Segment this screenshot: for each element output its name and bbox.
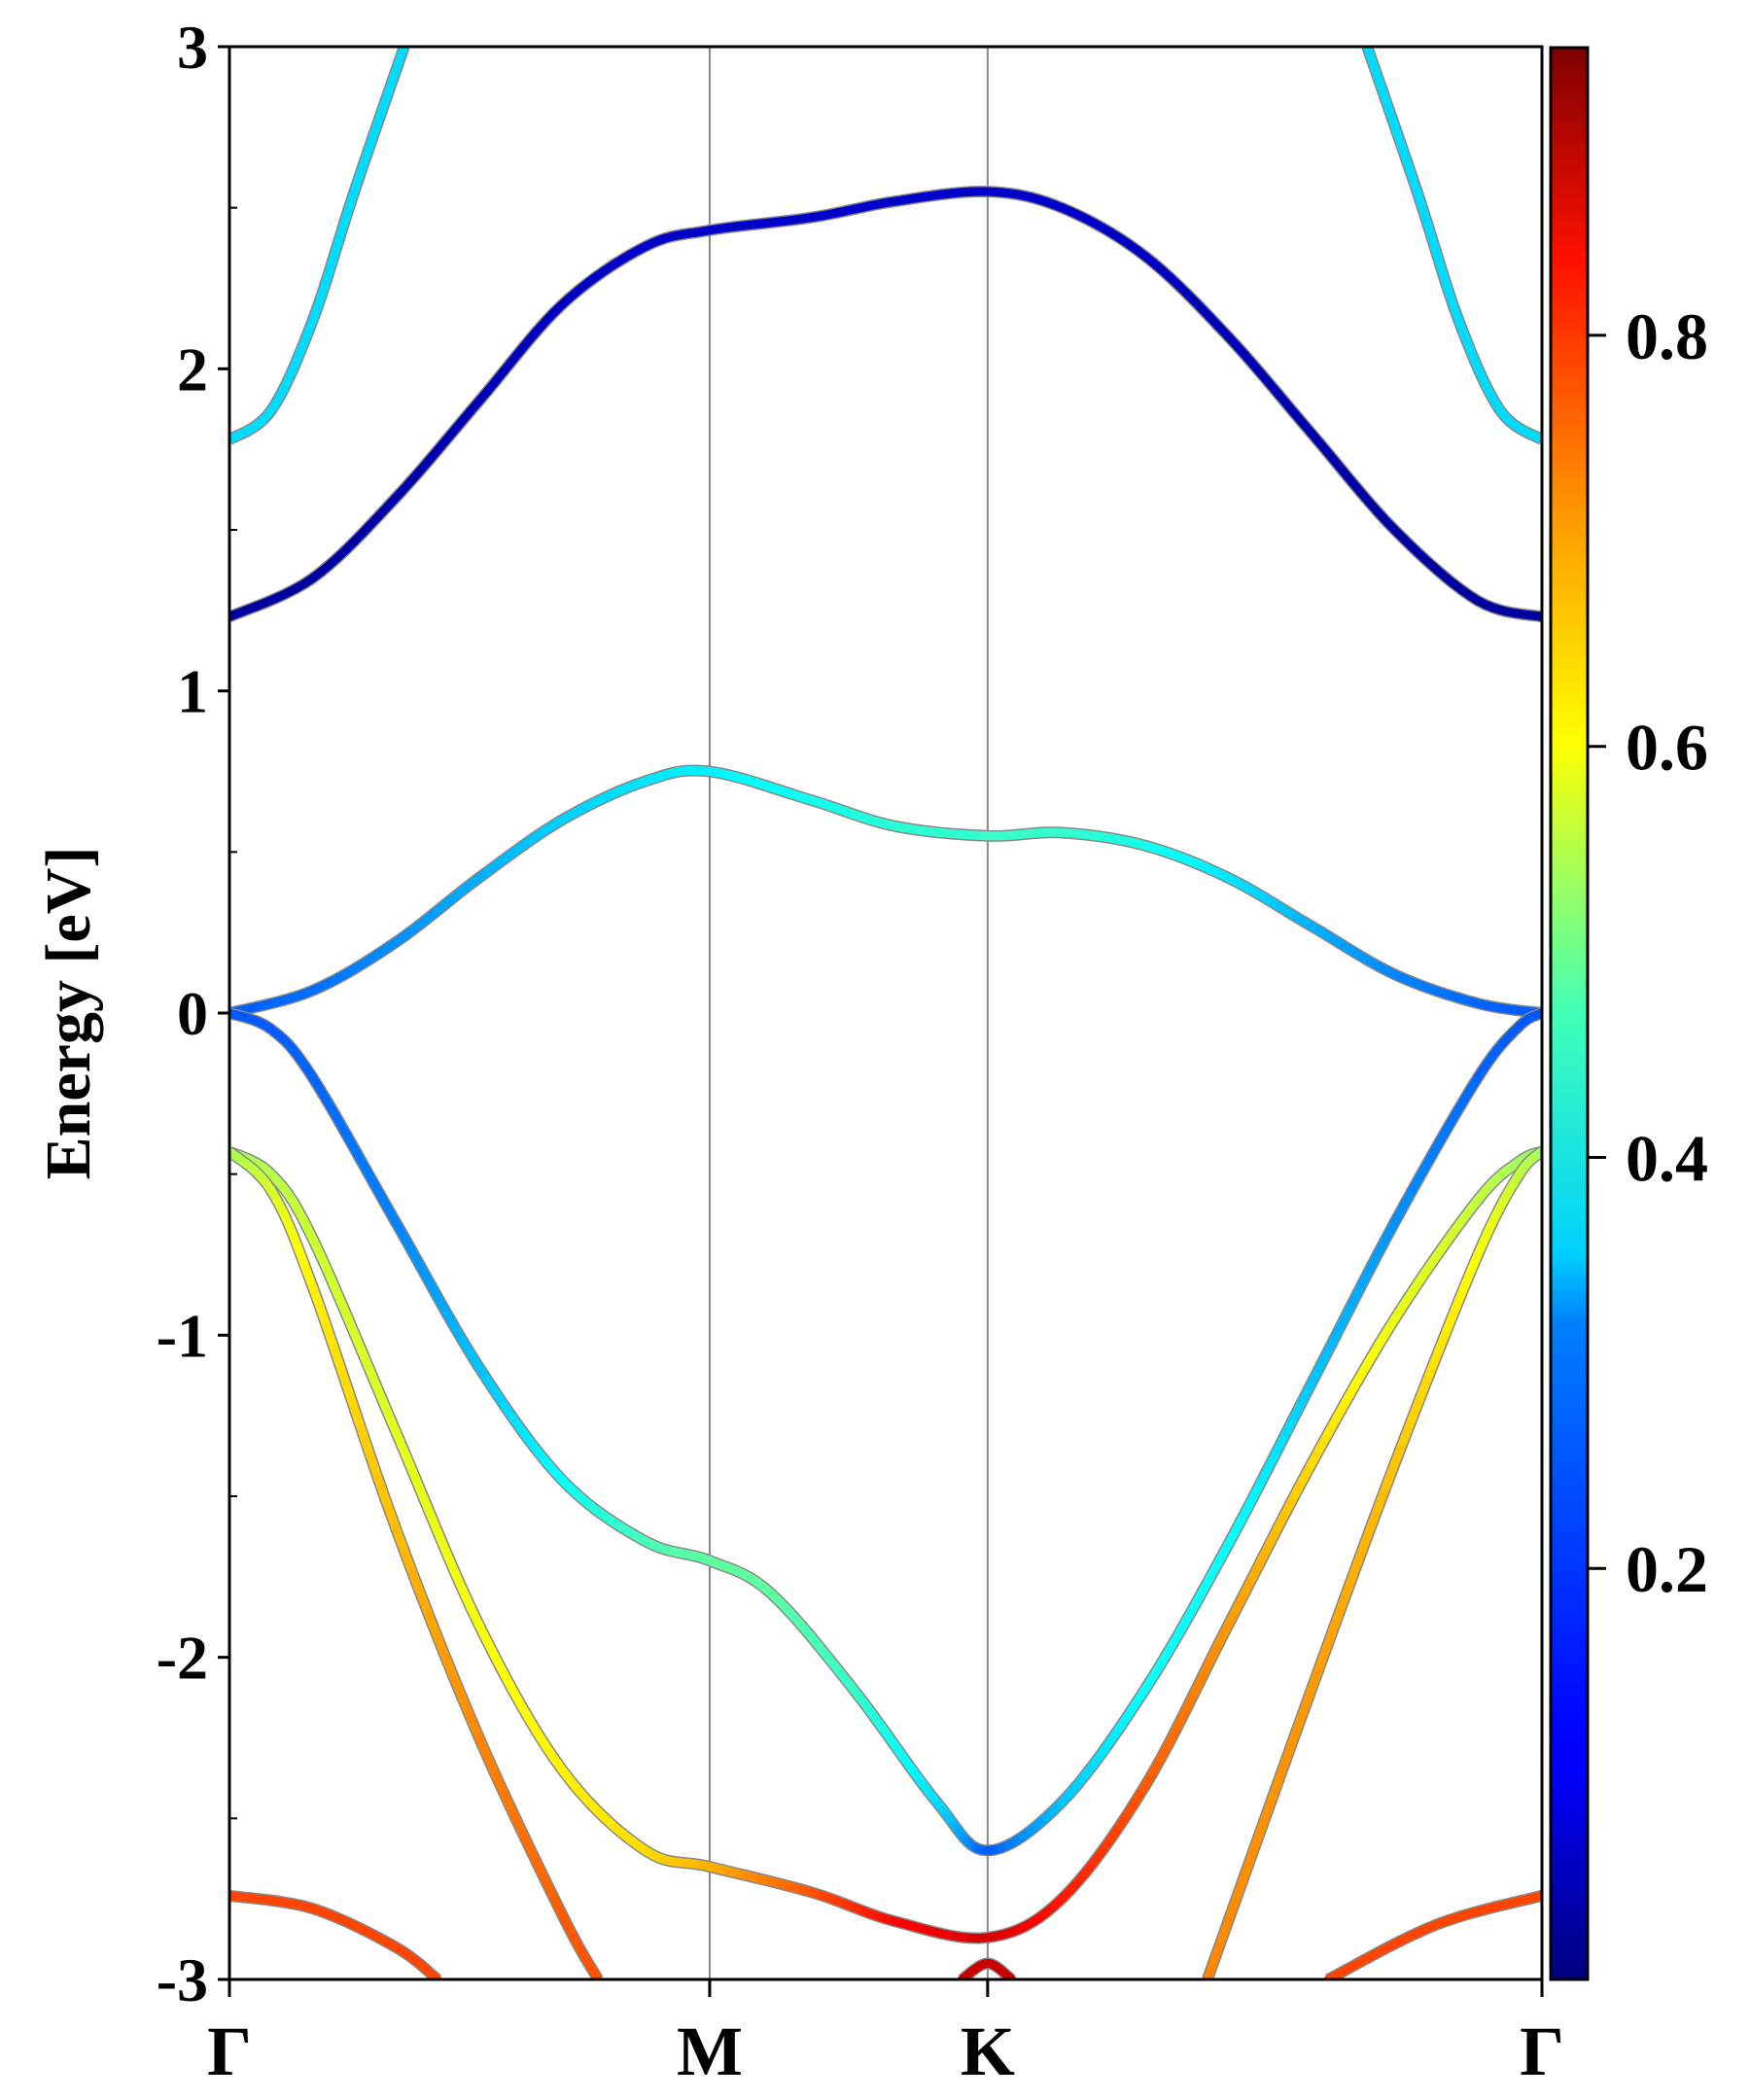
band-segment bbox=[338, 1370, 357, 1406]
band-segment bbox=[1274, 1743, 1295, 1786]
x-tick-label-Γ: Γ bbox=[207, 2012, 252, 2090]
band-segment bbox=[373, 1475, 392, 1510]
band-outline bbox=[229, 1889, 441, 1979]
band-6 bbox=[229, 1146, 604, 1979]
y-tick-label: -2 bbox=[157, 1624, 208, 1693]
band-outline bbox=[229, 185, 1542, 623]
y-tick-label: 0 bbox=[177, 979, 208, 1048]
y-tick-label: -1 bbox=[157, 1301, 208, 1370]
y-tick-label: -3 bbox=[157, 1945, 208, 2014]
band-segment bbox=[347, 1396, 366, 1432]
bands bbox=[229, 47, 1542, 1979]
band-outline bbox=[229, 764, 1542, 1019]
band-3 bbox=[229, 764, 1542, 1019]
colorbar-axis: 0.2 0.4 0.6 0.8 bbox=[1588, 299, 1708, 1606]
y-axis: 3 2 1 0 -1 -2 -3 bbox=[157, 13, 237, 2014]
band-outline bbox=[1361, 47, 1542, 445]
band-segment bbox=[1217, 1907, 1237, 1943]
band-4 bbox=[229, 1007, 1542, 1857]
band-10 bbox=[957, 1957, 1017, 1979]
band-segment bbox=[356, 1422, 374, 1458]
band-segment bbox=[330, 1345, 348, 1380]
band-segment bbox=[1227, 1876, 1247, 1916]
band-2 bbox=[229, 185, 1542, 623]
colorbar-tick-label: 0.4 bbox=[1626, 1121, 1708, 1195]
plot-frame bbox=[228, 45, 1544, 1981]
band-segment bbox=[365, 1449, 383, 1485]
colorbar-tick-label: 0.6 bbox=[1626, 711, 1708, 785]
band-segment bbox=[1249, 1810, 1271, 1853]
band-segment bbox=[1307, 1660, 1325, 1695]
x-tick-label-M: M bbox=[677, 2012, 743, 2090]
band-8 bbox=[229, 1889, 442, 1979]
x-tick-label-Γ: Γ bbox=[1520, 2012, 1564, 2090]
band-9 bbox=[1323, 1890, 1542, 1979]
band-segment bbox=[1238, 1843, 1259, 1886]
y-tick-label: 3 bbox=[177, 13, 208, 82]
band-7 bbox=[1202, 1146, 1542, 1979]
colorbar-tick-label: 0.8 bbox=[1626, 299, 1708, 373]
band-segment bbox=[1285, 1712, 1307, 1753]
y-tick-label: 2 bbox=[177, 334, 208, 403]
band-1 bbox=[1361, 47, 1542, 445]
y-axis-label: Energy [eV] bbox=[33, 847, 104, 1180]
x-tick-label-K: K bbox=[961, 2012, 1015, 2090]
band-segment bbox=[1297, 1685, 1316, 1722]
band-outline bbox=[229, 1007, 1542, 1857]
high-symmetry-lines bbox=[708, 47, 989, 1979]
band-0 bbox=[229, 47, 410, 445]
band-segment bbox=[1261, 1776, 1283, 1820]
colorbar bbox=[1549, 46, 1590, 1981]
band-outline bbox=[229, 47, 410, 445]
y-tick-label: 1 bbox=[177, 657, 208, 726]
colorbar-tick-label: 0.2 bbox=[1626, 1532, 1708, 1606]
